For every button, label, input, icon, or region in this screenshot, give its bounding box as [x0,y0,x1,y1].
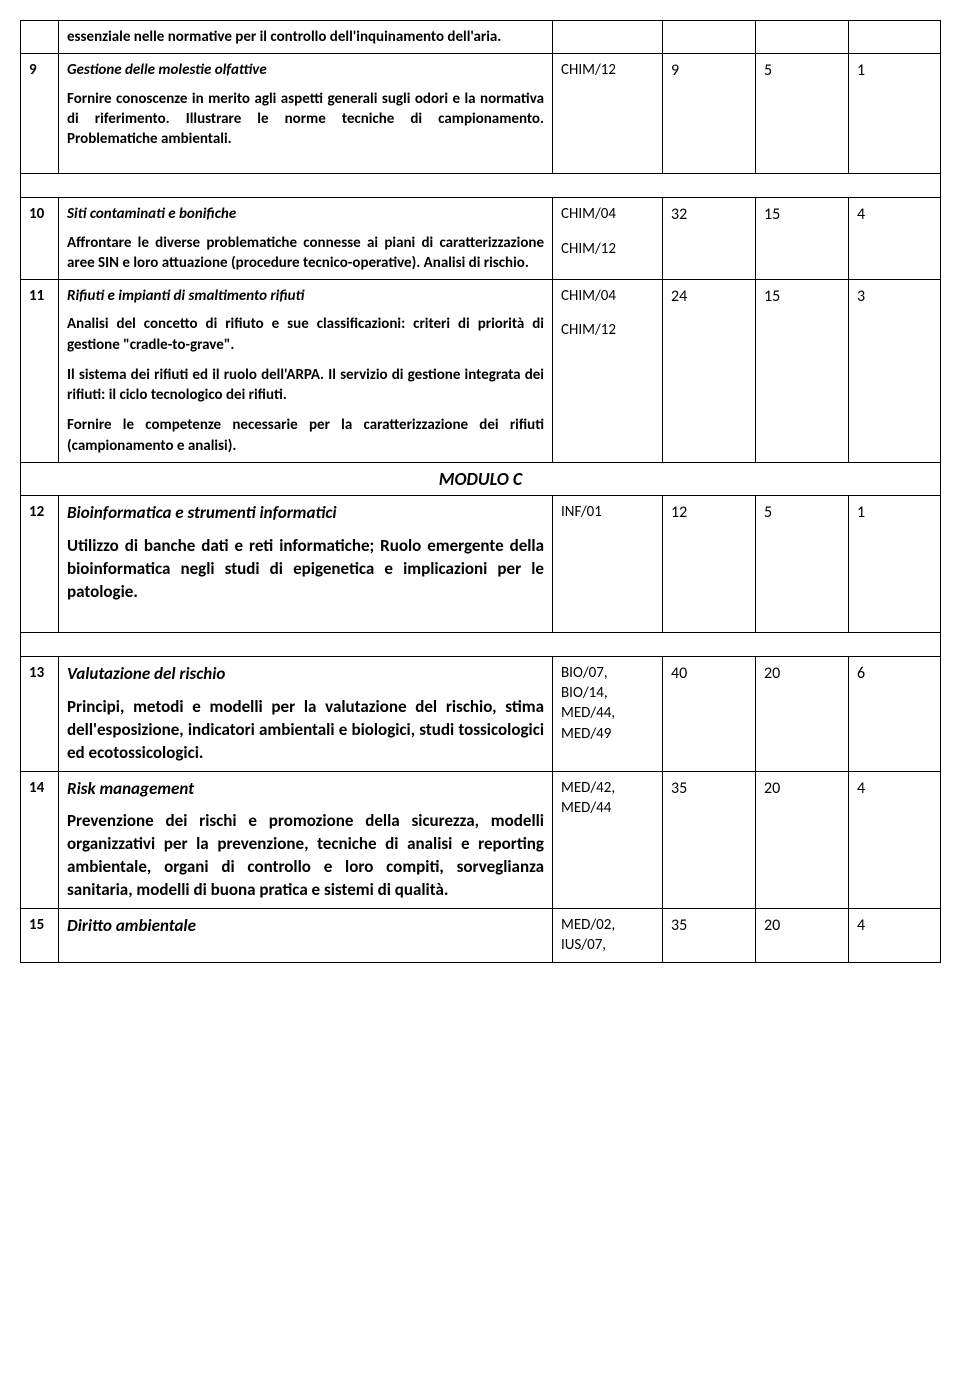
row-val1: 35 [663,771,756,909]
table-row: 11 Rifiuti e impianti di smaltimento rif… [21,280,941,463]
row-body: Utilizzo di banche dati e reti informati… [67,535,544,604]
row-title: Siti contaminati e bonifiche [67,204,544,224]
table-row: 14 Risk management Prevenzione dei risch… [21,771,941,909]
row-val3: 4 [849,909,941,963]
module-header: MODULO C [21,462,941,495]
row-val2: 5 [756,54,849,174]
row-number: 15 [21,909,59,963]
row-val2: 20 [756,771,849,909]
row-number: 13 [21,656,59,771]
row-code: CHIM/12 [553,54,663,174]
spacer-cell [21,632,941,656]
row-val1 [663,21,756,54]
row-val3: 3 [849,280,941,463]
row-title: Risk management [67,778,544,801]
code-line: MED/44 [561,798,654,818]
row-val1: 12 [663,496,756,633]
code-line: MED/02, [561,915,654,935]
row-val1: 40 [663,656,756,771]
code-line: CHIM/12 [561,320,654,340]
module-header-row: MODULO C [21,462,941,495]
row-body: Affrontare le diverse problematiche conn… [67,233,544,274]
row-description: Siti contaminati e bonifiche Affrontare … [59,198,553,280]
row-val2: 15 [756,280,849,463]
row-description: essenziale nelle normative per il contro… [59,21,553,54]
row-val3: 1 [849,496,941,633]
row-description: Risk management Prevenzione dei rischi e… [59,771,553,909]
row-val1: 35 [663,909,756,963]
row-body: essenziale nelle normative per il contro… [67,27,544,47]
table-row: essenziale nelle normative per il contro… [21,21,941,54]
row-val1: 24 [663,280,756,463]
table-row: 9 Gestione delle molestie olfattive Forn… [21,54,941,174]
row-code: BIO/07, BIO/14, MED/44, MED/49 [553,656,663,771]
spacer-cell [21,174,941,198]
row-code: MED/42, MED/44 [553,771,663,909]
row-code: CHIM/04 CHIM/12 [553,198,663,280]
row-description: Diritto ambientale [59,909,553,963]
row-body: Fornire conoscenze in merito agli aspett… [67,89,544,150]
table-row: 15 Diritto ambientale MED/02, IUS/07, 35… [21,909,941,963]
row-description: Gestione delle molestie olfattive Fornir… [59,54,553,174]
row-title: Gestione delle molestie olfattive [67,60,544,80]
course-table: essenziale nelle normative per il contro… [20,20,941,963]
code-line: MED/44, [561,703,654,723]
row-body: Prevenzione dei rischi e promozione dell… [67,810,544,902]
row-number: 9 [21,54,59,174]
row-val3: 1 [849,54,941,174]
row-description: Rifiuti e impianti di smaltimento rifiut… [59,280,553,463]
table-row: 12 Bioinformatica e strumenti informatic… [21,496,941,633]
row-val2: 20 [756,909,849,963]
code-line: BIO/14, [561,683,654,703]
row-body-p2: Il sistema dei rifiuti ed il ruolo dell'… [67,365,544,406]
row-number: 11 [21,280,59,463]
code-line: CHIM/12 [561,239,654,259]
table-row: 13 Valutazione del rischio Principi, met… [21,656,941,771]
row-val1: 32 [663,198,756,280]
code-line: BIO/07, [561,663,654,683]
row-description: Bioinformatica e strumenti informatici U… [59,496,553,633]
row-val2: 20 [756,656,849,771]
row-number: 14 [21,771,59,909]
row-val3 [849,21,941,54]
code-line: CHIM/04 [561,204,654,224]
table-spacer [21,174,941,198]
row-code: CHIM/04 CHIM/12 [553,280,663,463]
row-val2: 5 [756,496,849,633]
code-line: MED/42, [561,778,654,798]
row-description: Valutazione del rischio Principi, metodi… [59,656,553,771]
row-number: 12 [21,496,59,633]
row-title: Diritto ambientale [67,915,544,938]
row-val2 [756,21,849,54]
row-body-p3: Fornire le competenze necessarie per la … [67,415,544,456]
row-number: 10 [21,198,59,280]
row-val3: 4 [849,771,941,909]
row-title: Valutazione del rischio [67,663,544,686]
table-row: 10 Siti contaminati e bonifiche Affronta… [21,198,941,280]
row-val3: 6 [849,656,941,771]
code-line: MED/49 [561,724,654,744]
row-code [553,21,663,54]
row-body: Principi, metodi e modelli per la valuta… [67,696,544,765]
table-spacer [21,632,941,656]
code-line: IUS/07, [561,935,654,955]
row-title: Rifiuti e impianti di smaltimento rifiut… [67,286,544,306]
row-val2: 15 [756,198,849,280]
row-val3: 4 [849,198,941,280]
row-number [21,21,59,54]
code-line: CHIM/04 [561,286,654,306]
row-code: INF/01 [553,496,663,633]
row-code: MED/02, IUS/07, [553,909,663,963]
row-title: Bioinformatica e strumenti informatici [67,502,544,525]
row-body-p1: Analisi del concetto di rifiuto e sue cl… [67,314,544,355]
row-val1: 9 [663,54,756,174]
